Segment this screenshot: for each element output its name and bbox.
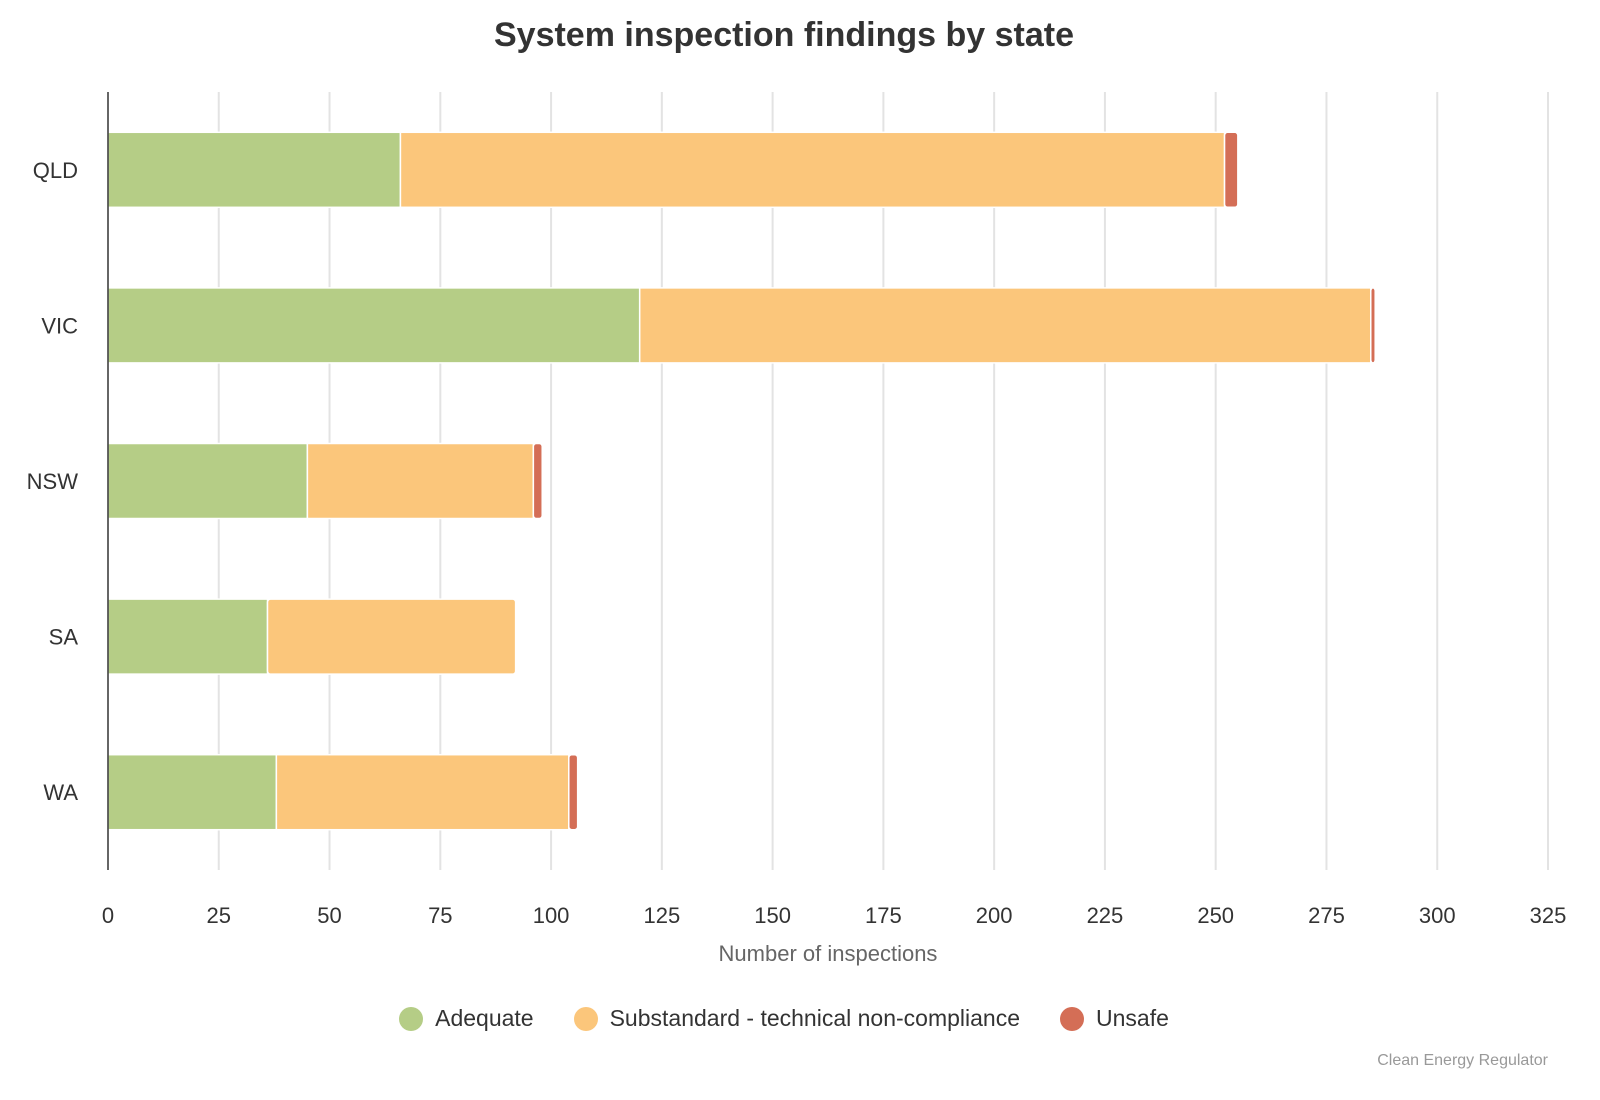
y-tick-label: NSW [27, 469, 79, 494]
x-tick-label: 100 [533, 903, 570, 928]
bar-segment [638, 287, 1372, 364]
x-tick-label: 300 [1419, 903, 1456, 928]
x-tick-label: 200 [976, 903, 1013, 928]
legend-item-adequate[interactable]: Adequate [399, 1005, 534, 1032]
x-tick-label: 275 [1308, 903, 1345, 928]
legend-marker-icon [399, 1006, 424, 1031]
x-tick-label: 75 [428, 903, 452, 928]
legend-label: Unsafe [1096, 1005, 1169, 1031]
x-tick-label: 50 [317, 903, 341, 928]
bar-segment [1223, 131, 1239, 209]
x-tick-label: 175 [865, 903, 902, 928]
bar-segment [107, 287, 641, 364]
x-tick-label: 0 [102, 903, 114, 928]
bar-segment [532, 442, 543, 520]
legend-marker-icon [573, 1006, 598, 1031]
bar-segment [568, 753, 579, 831]
legend-marker-icon [1060, 1006, 1084, 1031]
legend-label: Adequate [435, 1005, 534, 1031]
bar-segment [1370, 287, 1376, 364]
bar-segment [107, 442, 309, 520]
legend-label: Substandard - technical non-compliance [609, 1005, 1020, 1031]
bar-segment [107, 598, 269, 675]
x-tick-label: 125 [643, 903, 680, 928]
y-tick-label: QLD [33, 158, 78, 183]
x-tick-label: 325 [1530, 903, 1567, 928]
legend-item-unsafe[interactable]: Unsafe [1060, 1005, 1169, 1032]
y-tick-label: VIC [41, 313, 78, 338]
legend: Adequate Substandard - technical non-com… [0, 1005, 1568, 1032]
x-axis-title: Number of inspections [719, 941, 938, 966]
bar-segment [107, 753, 278, 831]
bar-segment [399, 131, 1226, 209]
credit-text[interactable]: Clean Energy Regulator [1377, 1052, 1548, 1069]
y-tick-label: SA [49, 625, 79, 650]
bar-segment [107, 131, 402, 209]
x-tick-label: 250 [1197, 903, 1234, 928]
chart-title: System inspection findings by state [493, 16, 1074, 54]
y-tick-label: WA [43, 780, 78, 805]
chart-svg: 0 25 50 75 100 125 150 175 200 225 250 275 300 325 QLD… [27, 92, 1567, 966]
bar-segment [275, 753, 570, 831]
bar-segment [306, 442, 535, 520]
legend-item-substandard[interactable]: Substandard - technical non-compliance [573, 1005, 1020, 1032]
x-tick-label: 25 [207, 903, 231, 928]
bar-segment [266, 598, 517, 675]
x-tick-label: 150 [754, 903, 791, 928]
x-tick-label: 225 [1087, 903, 1124, 928]
